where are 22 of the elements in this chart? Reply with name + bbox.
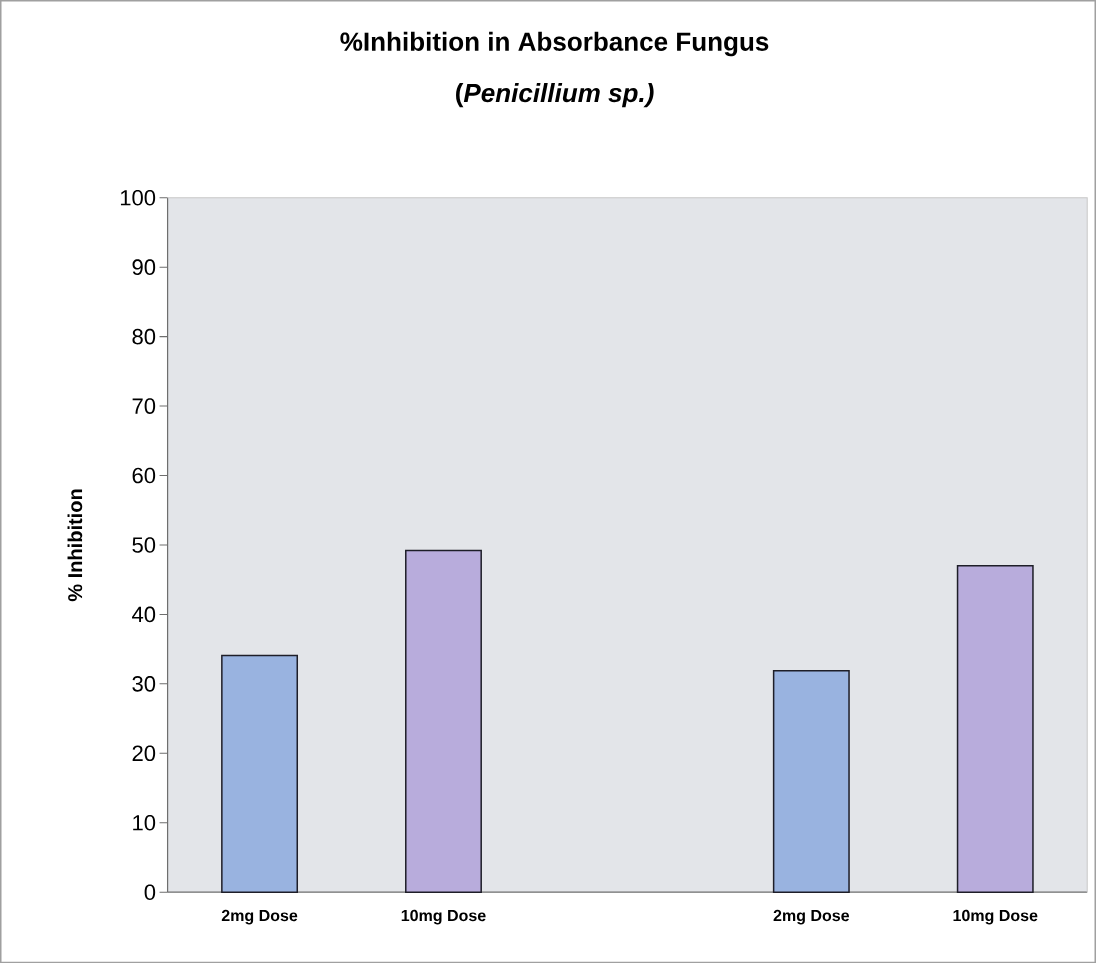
x-tick-label: 2mg Dose (773, 909, 850, 925)
y-axis-title: % Inhibition (67, 489, 83, 602)
y-tick-label: 0 (144, 884, 156, 900)
x-tick-label: 10mg Dose (401, 909, 486, 925)
y-tick-label: 40 (132, 606, 156, 623)
y-tick-label: 20 (132, 745, 156, 761)
x-tick-label: 10mg Dose (953, 909, 1038, 925)
y-tick-label: 90 (132, 259, 156, 275)
y-tick-label: 60 (132, 467, 156, 484)
y-tick-label: 10 (133, 814, 156, 831)
y-tick-label: 80 (132, 328, 156, 345)
bar (221, 654, 299, 893)
bar (405, 549, 482, 893)
y-tick-label: 50 (132, 537, 156, 553)
bar (956, 564, 1034, 893)
bar (772, 669, 850, 893)
x-tick-label: 2mg Dose (221, 909, 298, 925)
chart-subtitle: (Penicillium sp.) (456, 82, 654, 108)
y-tick-label: 70 (132, 398, 156, 414)
chart-title: %Inhibition in Absorbance Fungus (340, 31, 769, 56)
y-tick-label: 100 (120, 189, 156, 206)
y-tick-label: 30 (132, 675, 156, 692)
